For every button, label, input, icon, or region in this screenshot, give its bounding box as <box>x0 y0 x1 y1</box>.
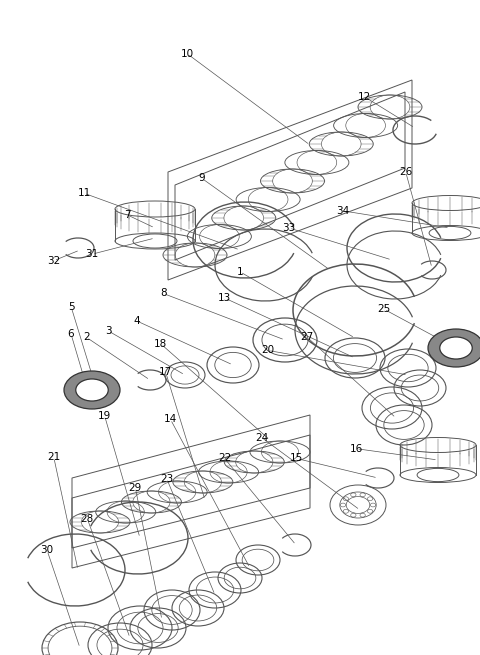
Text: 13: 13 <box>218 293 231 303</box>
Text: 20: 20 <box>261 345 275 356</box>
Text: 23: 23 <box>160 474 174 485</box>
Text: 34: 34 <box>336 206 350 216</box>
Text: 22: 22 <box>218 453 231 464</box>
Text: 28: 28 <box>81 514 94 524</box>
Ellipse shape <box>64 371 120 409</box>
Text: 8: 8 <box>160 288 167 299</box>
Text: 6: 6 <box>68 329 74 339</box>
Text: 3: 3 <box>105 326 111 336</box>
Text: 19: 19 <box>98 411 111 421</box>
Text: 2: 2 <box>83 332 90 343</box>
Text: 10: 10 <box>180 48 194 59</box>
Text: 9: 9 <box>198 173 205 183</box>
Ellipse shape <box>428 329 480 367</box>
Text: 15: 15 <box>290 453 303 464</box>
Ellipse shape <box>76 379 108 401</box>
Text: 5: 5 <box>68 301 74 312</box>
Text: 4: 4 <box>133 316 140 326</box>
Text: 25: 25 <box>377 304 391 314</box>
Text: 27: 27 <box>300 332 314 343</box>
Text: 24: 24 <box>255 432 268 443</box>
Text: 33: 33 <box>282 223 296 233</box>
Text: 11: 11 <box>77 188 91 198</box>
Text: 16: 16 <box>349 443 363 454</box>
Text: 29: 29 <box>129 483 142 493</box>
Text: 21: 21 <box>47 452 60 462</box>
Text: 18: 18 <box>154 339 168 349</box>
Text: 31: 31 <box>85 249 99 259</box>
Text: 32: 32 <box>47 255 60 266</box>
Text: 30: 30 <box>40 545 54 555</box>
Ellipse shape <box>440 337 472 359</box>
Text: 14: 14 <box>164 414 177 424</box>
Text: 1: 1 <box>237 267 243 277</box>
Text: 17: 17 <box>159 367 172 377</box>
Text: 26: 26 <box>399 166 412 177</box>
Text: 7: 7 <box>124 210 131 220</box>
Text: 12: 12 <box>358 92 372 102</box>
